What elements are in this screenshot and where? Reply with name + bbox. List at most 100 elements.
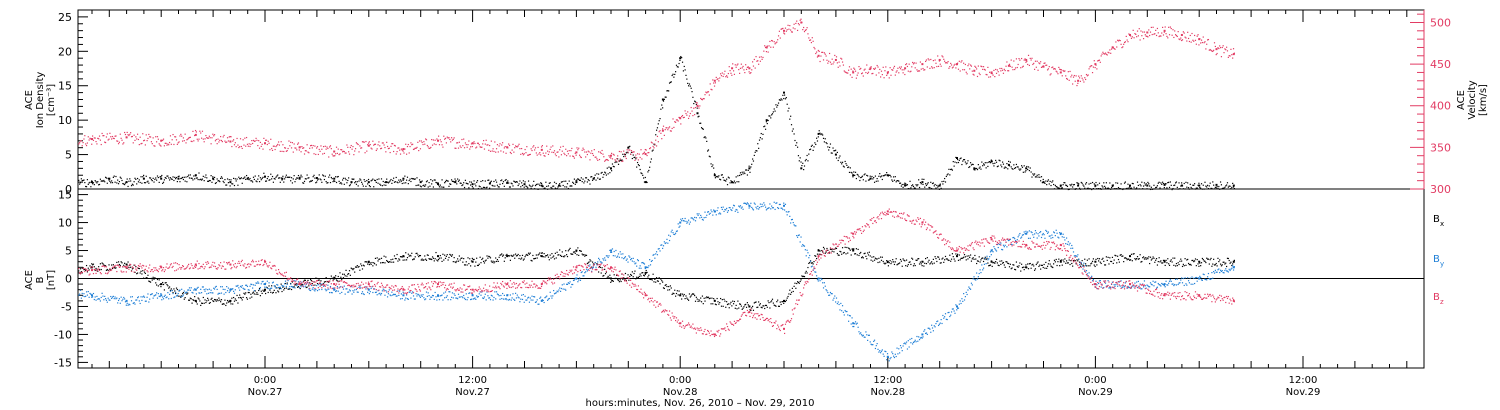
data-dot <box>1100 262 1102 265</box>
data-dot <box>1013 264 1015 266</box>
data-dot <box>773 41 775 43</box>
data-dot <box>297 286 300 288</box>
data-dot <box>967 65 969 67</box>
data-dot <box>502 298 505 300</box>
data-dot <box>1078 187 1081 189</box>
data-dot <box>727 303 729 305</box>
data-dot <box>444 291 447 293</box>
data-dot <box>729 182 731 184</box>
data-dot <box>85 185 87 188</box>
data-dot <box>1023 165 1025 167</box>
data-dot <box>641 172 643 175</box>
data-dot <box>219 180 221 183</box>
data-dot <box>170 178 172 180</box>
data-dot <box>965 163 967 165</box>
density-tick-label: 10 <box>58 114 72 127</box>
data-dot <box>873 181 876 183</box>
data-dot <box>79 142 81 144</box>
data-dot <box>1171 188 1173 191</box>
data-dot <box>1104 185 1106 187</box>
data-point <box>367 260 370 263</box>
data-dot <box>481 258 483 261</box>
data-dot <box>1167 258 1169 260</box>
data-dot <box>396 295 398 297</box>
data-dot <box>851 76 853 78</box>
data-dot <box>1129 186 1131 188</box>
data-dot <box>418 256 420 258</box>
data-dot <box>943 58 945 60</box>
data-dot <box>521 257 523 259</box>
data-dot <box>436 259 438 261</box>
data-dot <box>628 279 630 281</box>
data-dot <box>200 178 202 180</box>
data-dot <box>1181 260 1183 262</box>
data-dot <box>309 282 311 284</box>
data-dot <box>1224 263 1226 265</box>
data-dot <box>1031 57 1033 59</box>
data-dot <box>308 285 310 287</box>
data-dot <box>181 295 184 297</box>
data-dot <box>1135 259 1137 261</box>
data-dot <box>135 178 137 181</box>
data-dot <box>971 163 973 165</box>
data-dot <box>1055 185 1057 188</box>
data-dot <box>367 183 369 185</box>
data-dot <box>270 138 272 140</box>
data-dot <box>160 293 162 295</box>
data-dot <box>663 287 665 290</box>
data-dot <box>1022 266 1024 268</box>
data-dot <box>774 304 776 307</box>
data-dot <box>1159 35 1161 37</box>
data-dot <box>111 267 114 270</box>
data-dot <box>1010 166 1012 168</box>
data-dot <box>553 150 556 152</box>
data-dot <box>277 290 279 292</box>
data-dot <box>285 150 287 152</box>
data-dot <box>526 146 528 148</box>
data-dot <box>419 296 422 298</box>
data-dot <box>940 187 942 189</box>
data-dot <box>404 148 406 150</box>
data-dot <box>719 179 722 181</box>
data-dot <box>520 153 522 155</box>
data-dot <box>966 73 968 75</box>
data-dot <box>220 286 222 288</box>
data-dot <box>740 63 742 65</box>
data-dot <box>233 300 236 302</box>
data-dot <box>978 256 980 258</box>
data-dot <box>979 261 981 263</box>
data-dot <box>520 298 522 300</box>
data-dot <box>612 165 614 168</box>
data-dot <box>408 152 410 154</box>
data-dot <box>249 297 251 299</box>
data-dot <box>618 150 620 153</box>
data-dot <box>253 140 255 142</box>
data-dot <box>649 166 651 168</box>
data-dot <box>1220 184 1223 186</box>
data-dot <box>329 291 331 294</box>
data-dot <box>1072 260 1075 262</box>
data-dot <box>854 68 856 70</box>
data-dot <box>1063 182 1065 184</box>
data-dot <box>743 171 745 173</box>
data-dot <box>572 155 575 158</box>
data-dot <box>228 179 230 181</box>
data-point <box>1059 184 1062 187</box>
data-dot <box>343 285 345 287</box>
data-dot <box>345 179 347 181</box>
data-dot <box>129 133 131 135</box>
data-dot <box>1147 36 1149 38</box>
data-dot <box>275 176 277 178</box>
data-dot <box>1071 183 1073 185</box>
data-dot <box>1154 261 1156 263</box>
data-dot <box>998 159 1000 161</box>
data-dot <box>1136 256 1139 258</box>
data-dot <box>939 183 941 185</box>
data-dot <box>248 291 250 294</box>
data-point <box>264 288 266 291</box>
data-dot <box>999 260 1001 262</box>
data-dot <box>540 182 542 184</box>
data-dot <box>459 296 461 298</box>
data-dot <box>352 290 354 292</box>
data-dot <box>357 291 359 293</box>
